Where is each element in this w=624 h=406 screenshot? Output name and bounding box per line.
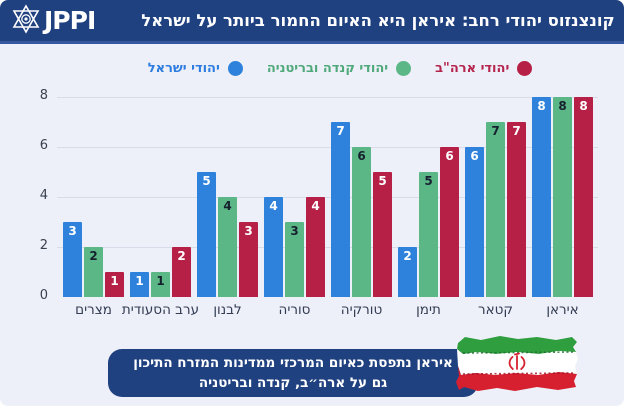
legend-item-2: יהודי ישראל	[148, 61, 243, 76]
bar: 5	[419, 172, 438, 297]
x-axis-label-3: סוריה	[278, 302, 311, 318]
bar: 2	[84, 247, 103, 297]
bar-value-label: 3	[68, 224, 77, 238]
bar-value-label: 4	[269, 199, 278, 213]
x-axis-label-4: טורקיה	[340, 302, 383, 318]
legend-label: יהודי ישראל	[147, 61, 220, 76]
caption-line-1: איראן נתפסת כאיום המרכזי ממדינות המזרח ה…	[133, 354, 453, 371]
bar-value-label: 7	[491, 124, 500, 138]
bar: 2	[172, 247, 191, 297]
x-axis-label-7: איראן	[546, 302, 579, 318]
y-tick-label-8: 8	[39, 88, 48, 103]
legend-label: יהודי קנדה ובריטניה	[266, 61, 389, 76]
bar: 1	[105, 272, 124, 297]
x-axis-label-2: לבנון	[213, 302, 242, 318]
x-axis-labels: מצרים ערב הסעודית לבנון סוריה טורקיה תימן קטאר…	[63, 302, 606, 322]
flag-green-stripe	[457, 336, 577, 354]
caption-box: איראן נתפסת כאיום המרכזי ממדינות המזרח ה…	[108, 349, 478, 397]
bar: 8	[574, 97, 593, 297]
bar: 5	[197, 172, 216, 297]
page-title: קונצנזוס יהודי רחב: איראן היא האיום החמו…	[141, 11, 615, 30]
bar-value-label: 8	[537, 99, 546, 113]
logo-text: JPPI	[44, 6, 96, 35]
bar-value-label: 1	[156, 274, 165, 288]
bar: 6	[465, 147, 484, 297]
bar: 8	[532, 97, 551, 297]
bar-value-label: 7	[512, 124, 521, 138]
gridline-8	[57, 97, 598, 98]
bar-value-label: 1	[135, 274, 144, 288]
bar: 5	[373, 172, 392, 297]
bar-value-label: 1	[110, 274, 119, 288]
y-tick-label-6: 6	[39, 138, 48, 153]
iran-flag-icon	[455, 335, 579, 393]
allah-emblem	[508, 352, 526, 370]
bar-value-label: 7	[336, 124, 345, 138]
bar: 7	[331, 122, 350, 297]
bar-value-label: 5	[202, 174, 211, 188]
legend-dot-icon	[517, 61, 533, 76]
bar: 3	[285, 222, 304, 297]
bar-value-label: 2	[89, 249, 98, 263]
legend-label: יהודי ארה"ב	[435, 61, 510, 76]
chart-legend: יהודי ארה"ב יהודי קנדה ובריטניה יהודי ישרא…	[28, 61, 624, 76]
legend-dot-icon	[227, 61, 243, 76]
flag-red-stripe	[456, 366, 577, 391]
bar-value-label: 6	[357, 149, 366, 163]
bar: 7	[507, 122, 526, 297]
bar-value-label: 8	[558, 99, 567, 113]
star-of-david-icon	[10, 3, 42, 39]
x-axis-label-6: קטאר	[478, 302, 513, 318]
legend-dot-icon	[396, 61, 412, 76]
gridline-4	[57, 197, 598, 198]
bar-value-label: 8	[579, 99, 588, 113]
bar-value-label: 2	[403, 249, 412, 263]
bar: 1	[130, 272, 149, 297]
y-tick-label-2: 2	[39, 238, 48, 253]
jppi-logo: JPPI	[0, 3, 118, 39]
bar: 8	[553, 97, 572, 297]
x-axis-label-5: תימן	[416, 302, 441, 318]
bar-value-label: 6	[445, 149, 454, 163]
bar: 4	[264, 197, 283, 297]
bar: 7	[486, 122, 505, 297]
bar-value-label: 6	[470, 149, 479, 163]
legend-item-1: יהודי קנדה ובריטניה	[266, 61, 412, 76]
bar-value-label: 4	[311, 199, 320, 213]
gridline-2	[57, 247, 598, 248]
bar-value-label: 3	[244, 224, 253, 238]
bar: 3	[239, 222, 258, 297]
bar: 1	[151, 272, 170, 297]
y-tick-label-0: 0	[39, 288, 48, 303]
bar: 4	[306, 197, 325, 297]
bar: 6	[352, 147, 371, 297]
y-tick-label-4: 4	[39, 188, 48, 203]
bar: 4	[218, 197, 237, 297]
caption-line-2: גם על ארה״ב, קנדה ובריטניה	[198, 375, 388, 391]
bar-value-label: 4	[223, 199, 232, 213]
gridline-6	[57, 147, 598, 148]
bar-value-label: 2	[177, 249, 186, 263]
x-axis-label-1: ערב הסעודית	[121, 302, 200, 318]
legend-item-0: יהודי ארה"ב	[435, 61, 533, 76]
bar: 3	[63, 222, 82, 297]
bar-value-label: 5	[424, 174, 433, 188]
bar: 2	[398, 247, 417, 297]
bar: 6	[440, 147, 459, 297]
x-axis-label-0: מצרים	[75, 302, 112, 318]
bar-value-label: 3	[290, 224, 299, 238]
header-bar: JPPI קונצנזוס יהודי רחב: איראן היא האיום…	[0, 0, 624, 44]
bar-value-label: 5	[378, 174, 387, 188]
